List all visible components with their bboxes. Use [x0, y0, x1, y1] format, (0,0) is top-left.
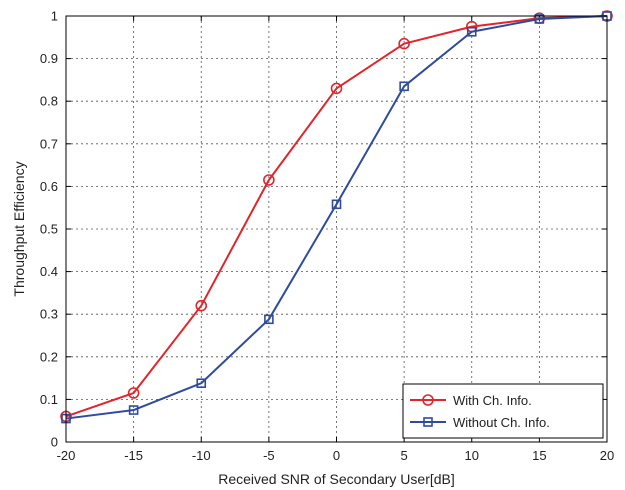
x-tick-label: 10: [465, 448, 479, 463]
x-tick-label: 20: [600, 448, 614, 463]
y-tick-label: 0.5: [40, 222, 58, 237]
y-tick-label: 0.7: [40, 136, 58, 151]
y-axis-label: Throughput Efficiency: [11, 161, 27, 296]
x-tick-label: 0: [333, 448, 340, 463]
legend-box: [402, 383, 604, 439]
series-group: [60, 10, 613, 424]
x-tick-label: -10: [192, 448, 211, 463]
grid-lines: [66, 16, 607, 442]
data-point: [128, 405, 139, 415]
series-line: [65, 15, 608, 420]
y-tick-label: 0.4: [40, 264, 58, 279]
data-point: [398, 37, 410, 50]
legend-marker-series-1: [422, 394, 434, 406]
x-tick-label: -5: [263, 448, 275, 463]
x-tick-label: -20: [57, 448, 76, 463]
y-tick-label: 1: [51, 9, 58, 24]
data-point: [399, 81, 409, 92]
legend-label-series-1: With Ch. Info.: [453, 393, 532, 408]
y-tick-label: 0.8: [40, 94, 58, 109]
legend: With Ch. Info. Without Ch. Info.: [402, 383, 604, 439]
x-axis-label: Received SNR of Secondary User[dB]: [218, 471, 455, 487]
data-point: [195, 299, 208, 312]
y-tick-label: 0.9: [40, 51, 58, 66]
data-point: [196, 378, 207, 389]
x-tick-label: 15: [532, 448, 546, 463]
y-tick-label: 0.2: [40, 349, 58, 364]
data-point: [263, 174, 275, 186]
x-tick-label: 5: [401, 448, 408, 463]
data-point: [330, 82, 343, 95]
data-point: [127, 387, 140, 399]
data-point: [331, 199, 342, 210]
legend-marker-series-2: [423, 417, 433, 427]
y-tick-label: 0.1: [40, 392, 58, 407]
plot-frame: [65, 15, 608, 443]
data-point: [264, 314, 274, 325]
y-axis-ticks: 0 0.1 0.2 0.3 0.4 0.5 0.6 0.7 0.8 0.9 1: [40, 9, 607, 450]
y-tick-label: 0.3: [40, 307, 58, 322]
y-tick-label: 0: [51, 435, 58, 450]
x-axis-ticks: -20 -15 -10 -5 0 5 10 15 20: [57, 16, 614, 463]
data-point: [466, 26, 477, 37]
x-tick-label: -15: [124, 448, 143, 463]
legend-label-series-2: Without Ch. Info.: [453, 415, 550, 430]
series-line: [65, 15, 608, 418]
y-tick-label: 0.6: [40, 179, 58, 194]
data-point: [534, 14, 545, 24]
